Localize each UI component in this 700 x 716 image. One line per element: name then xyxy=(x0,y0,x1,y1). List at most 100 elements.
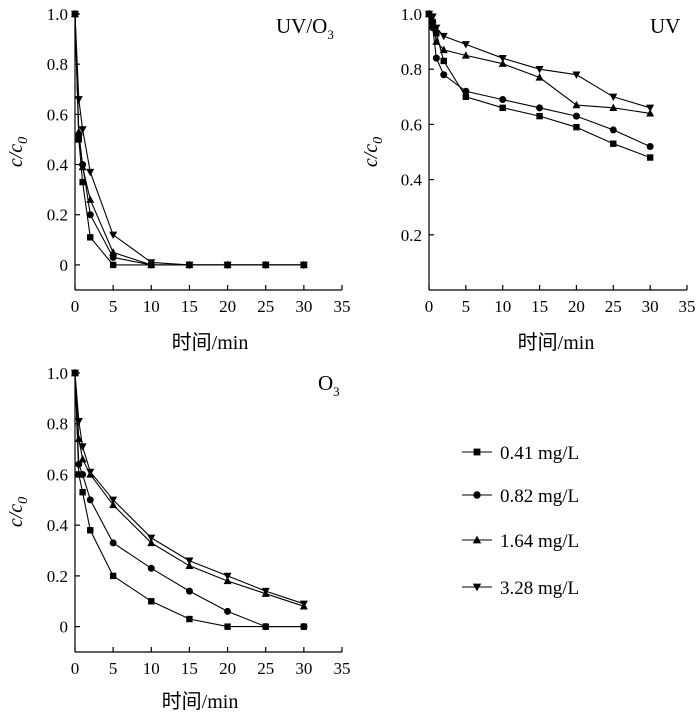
data-point-circle xyxy=(147,564,155,572)
series-triangle-up xyxy=(425,9,655,117)
series-line xyxy=(428,13,651,109)
data-point-circle xyxy=(473,491,481,499)
series-square xyxy=(71,10,308,269)
x-tick-label: 5 xyxy=(109,659,118,678)
data-point-triangle-up xyxy=(646,109,655,117)
x-axis-title: 时间/min xyxy=(518,331,595,354)
x-tick-label: 0 xyxy=(425,297,434,316)
x-tick-label: 15 xyxy=(181,659,198,678)
data-point-square xyxy=(573,123,580,131)
data-point-square xyxy=(536,112,543,120)
legend-label: 0.82 mg/L xyxy=(500,486,579,507)
data-point-triangle-down xyxy=(261,587,270,596)
y-axis-title-sub: 0 xyxy=(16,137,31,144)
panel-title-sub: 3 xyxy=(327,27,334,42)
y-axis-title: c/c0 xyxy=(5,137,31,167)
data-point-square xyxy=(462,93,470,100)
data-point-square xyxy=(433,30,440,37)
data-point-circle xyxy=(86,211,94,219)
data-point-circle xyxy=(536,104,544,112)
x-tick-label: 15 xyxy=(531,297,548,316)
y-tick-label: 0.4 xyxy=(47,516,69,535)
y-tick-label: 0.6 xyxy=(47,465,68,484)
y-axis-title-sub: 0 xyxy=(16,497,31,504)
x-tick-label: 30 xyxy=(295,297,312,316)
data-point-triangle-down xyxy=(535,66,544,74)
data-point-circle xyxy=(79,470,87,478)
data-point-triangle-up xyxy=(439,45,448,54)
x-tick-label: 20 xyxy=(219,659,236,678)
data-point-triangle-down xyxy=(223,261,232,270)
y-tick-label: 0.6 xyxy=(401,115,422,134)
x-tick-label: 25 xyxy=(257,297,274,316)
data-point-triangle-down xyxy=(86,168,95,177)
data-point-triangle-up xyxy=(78,455,87,463)
chart-panel-uv: UV c/c0 时间/min 0 5 10 15 20 25 30 350.20.40.60.… xyxy=(360,5,696,354)
series-line xyxy=(428,13,651,114)
series-line xyxy=(74,13,304,266)
data-point-triangle-down xyxy=(261,261,270,270)
data-point-triangle-up xyxy=(432,37,441,45)
x-tick-label: 35 xyxy=(679,297,696,316)
data-point-square xyxy=(186,615,193,623)
panel-title-sub: 3 xyxy=(333,384,340,399)
y-tick-label: 0 xyxy=(60,618,69,637)
series-circle xyxy=(71,369,308,631)
y-axis-title-main: c/c xyxy=(5,144,27,167)
data-point-triangle-down xyxy=(299,261,308,270)
data-point-circle xyxy=(300,623,308,631)
y-tick-label: 1.0 xyxy=(47,364,68,383)
data-point-triangle-up xyxy=(109,500,118,509)
data-point-square xyxy=(109,261,117,269)
x-tick-label: 10 xyxy=(143,297,160,316)
data-point-square xyxy=(610,140,617,147)
data-point-triangle-down xyxy=(74,96,83,104)
y-tick-label: 0.8 xyxy=(401,60,422,79)
data-point-square xyxy=(224,623,231,630)
legend-item: 0.41 mg/L xyxy=(462,443,579,464)
data-point-square xyxy=(75,136,83,143)
data-point-circle xyxy=(440,71,448,79)
series-line xyxy=(74,372,304,628)
data-point-triangle-up xyxy=(472,535,482,544)
data-point-triangle-up xyxy=(185,561,194,569)
data-point-triangle-down xyxy=(109,231,118,239)
data-point-square xyxy=(87,234,94,241)
data-point-circle xyxy=(646,142,654,150)
x-tick-label: 35 xyxy=(334,659,351,678)
data-point-triangle-down xyxy=(147,259,156,267)
series-triangle-up xyxy=(71,9,308,269)
y-axis-title: c/c0 xyxy=(360,137,386,167)
legend-marker-triangle-down xyxy=(472,583,482,592)
data-point-triangle-down xyxy=(71,369,79,378)
data-point-triangle-down xyxy=(78,126,87,134)
data-point-triangle-down xyxy=(472,583,482,592)
data-point-triangle-down xyxy=(185,261,194,270)
data-point-square xyxy=(473,448,481,456)
y-axis-title-main: c/c xyxy=(5,504,27,527)
y-tick-label: 0.8 xyxy=(47,55,68,74)
legend-label: 0.41 mg/L xyxy=(500,443,579,464)
series-square xyxy=(425,10,654,161)
x-tick-label: 35 xyxy=(334,297,351,316)
data-point-square xyxy=(79,489,86,496)
x-tick-label: 25 xyxy=(605,297,622,316)
panel-title: UV xyxy=(650,14,680,38)
series-triangle-up xyxy=(71,368,308,610)
data-point-triangle-down xyxy=(71,10,79,19)
y-tick-label: 0.4 xyxy=(401,171,423,190)
data-point-triangle-up xyxy=(109,248,118,256)
x-tick-label: 5 xyxy=(462,297,471,316)
data-point-triangle-down xyxy=(78,443,87,451)
legend-marker-circle xyxy=(473,491,481,499)
data-point-triangle-up xyxy=(609,103,618,112)
y-tick-label: 0.2 xyxy=(47,206,68,225)
x-tick-label: 30 xyxy=(295,659,312,678)
data-point-triangle-down xyxy=(109,496,118,505)
data-point-triangle-down xyxy=(498,54,507,63)
series-triangle-down xyxy=(71,10,308,270)
data-point-circle xyxy=(109,253,117,261)
plot-area: 0 5 10 15 20 25 30 35 0 0.2 0.4 0.6 0.8 1.0 xyxy=(47,5,351,316)
x-axis-title: 时间/min xyxy=(162,690,239,713)
chart-panel-uv-o3: UV/O3 c/c0 时间/min 0 5 10 15 20 25 30 3500.20.40… xyxy=(5,5,351,354)
